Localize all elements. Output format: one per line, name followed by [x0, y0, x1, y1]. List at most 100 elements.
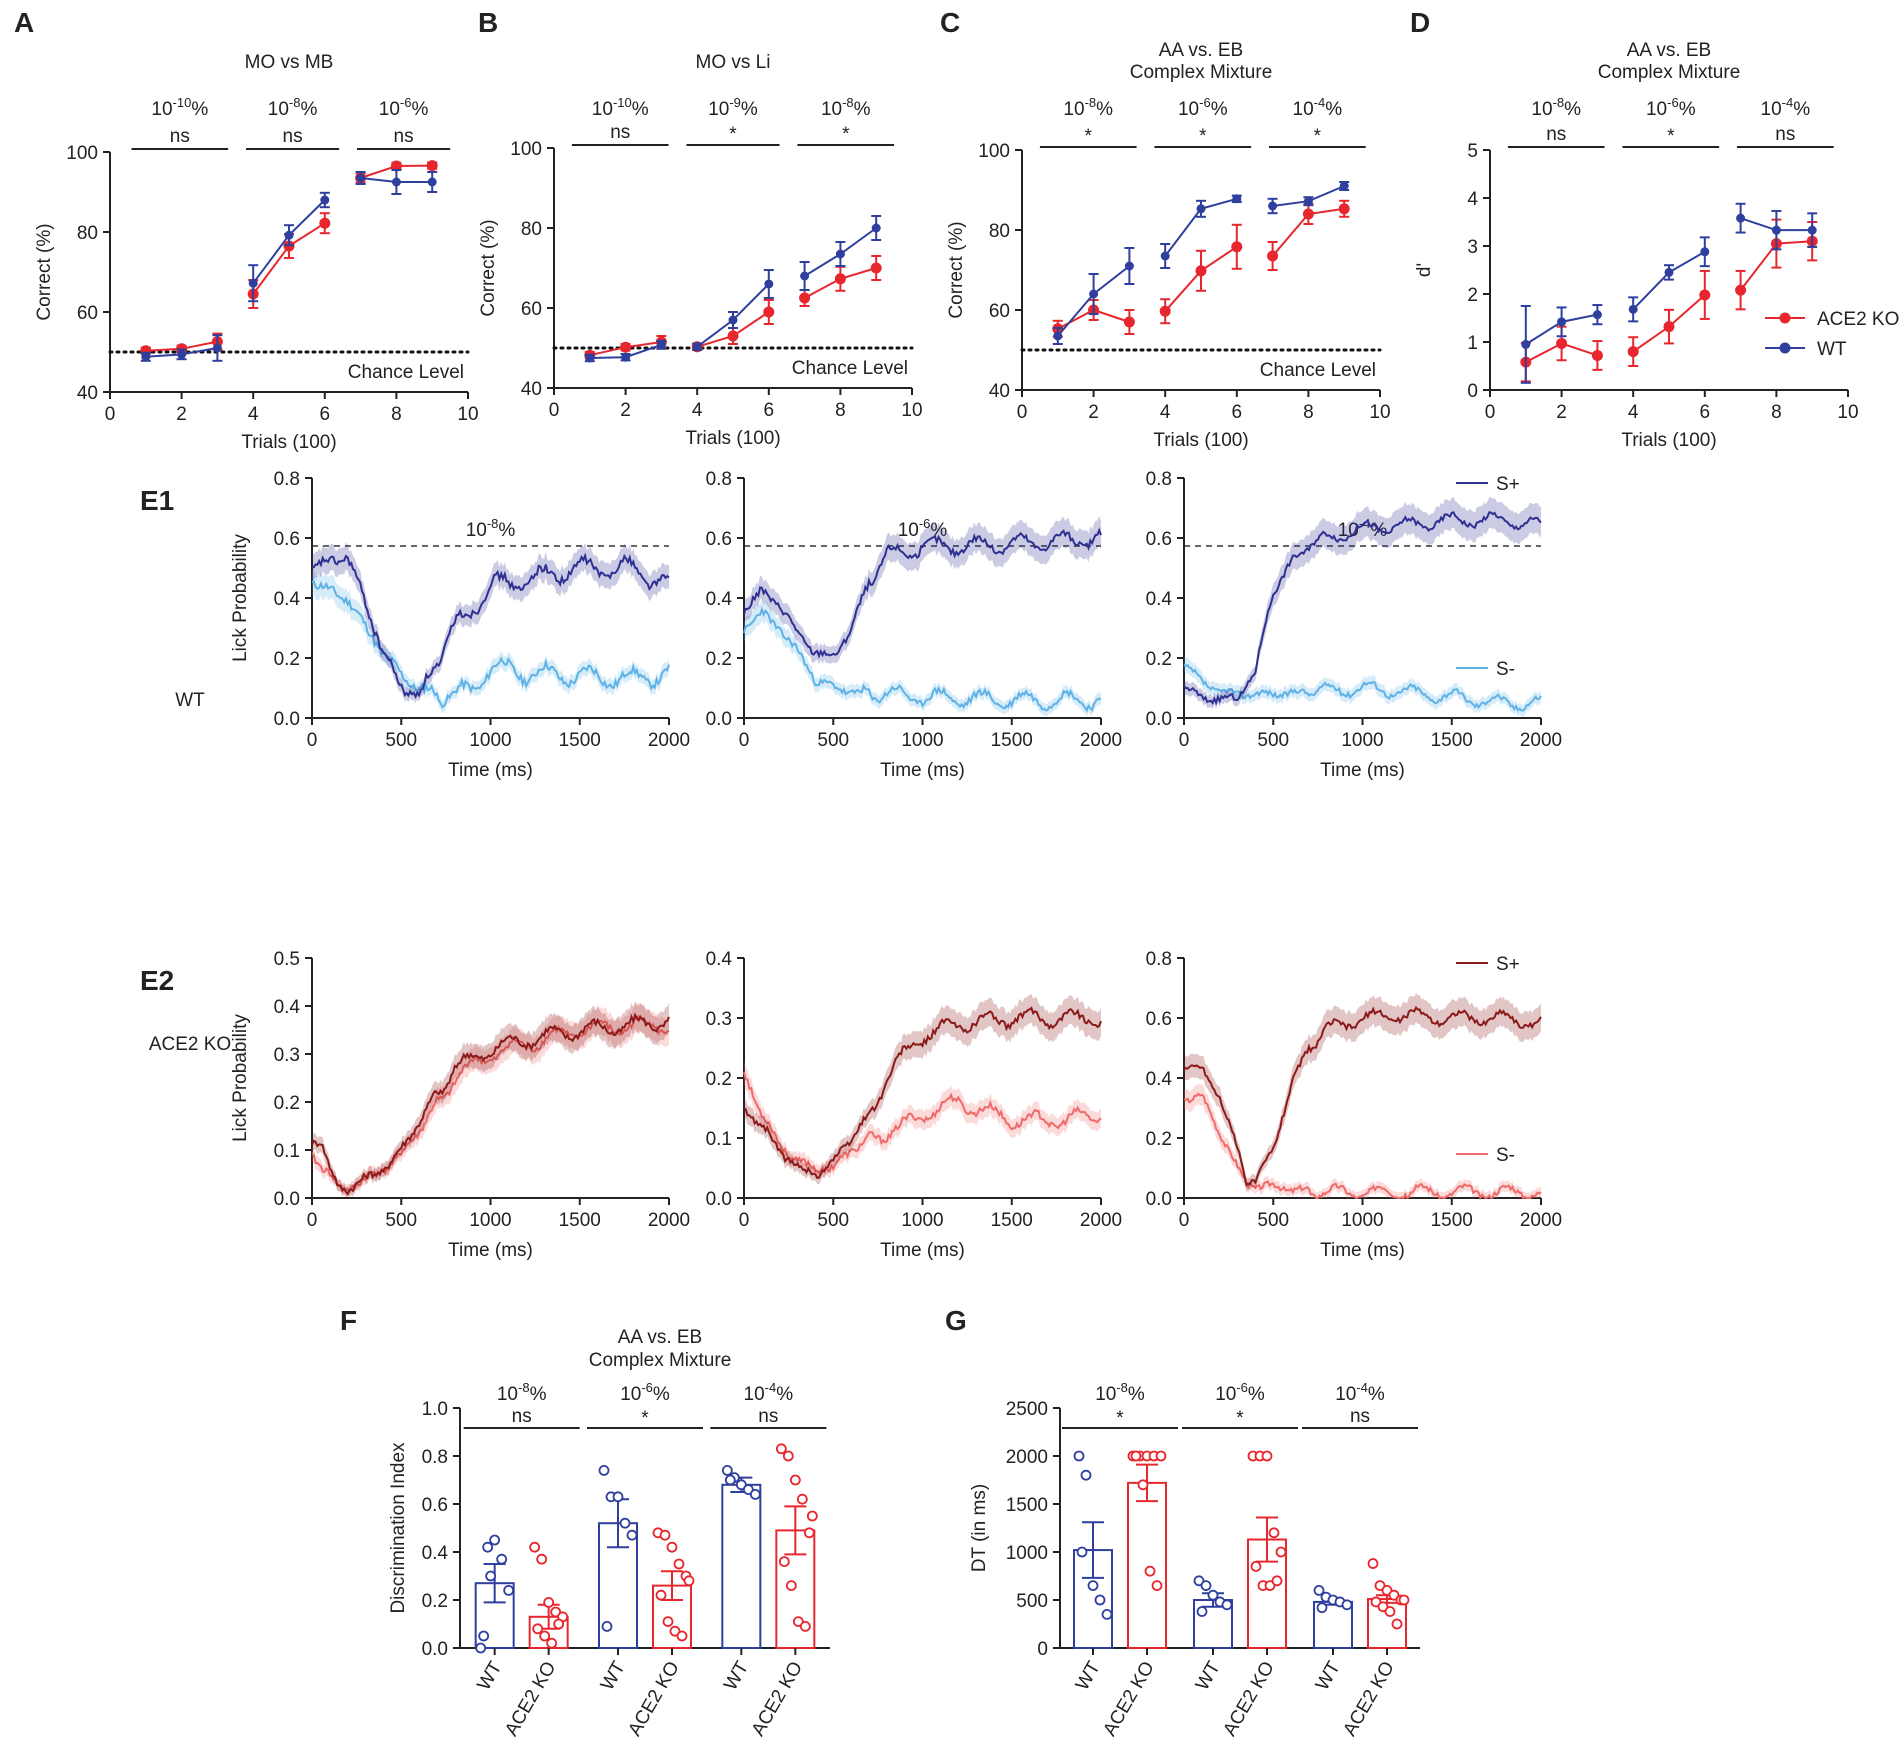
conc-base: 10 [592, 99, 613, 120]
data-point [1367, 1558, 1379, 1569]
concentration-label: 10-6% [1178, 95, 1228, 120]
chart-subtitle: Complex Mixture [1598, 62, 1741, 83]
x-tick-label: 6 [1232, 402, 1243, 423]
x-tick-label: 0 [1179, 730, 1190, 751]
x-tick-label: 500 [1257, 730, 1289, 751]
y-axis-label: d' [1414, 263, 1435, 277]
y-tick-label: 0.2 [1146, 649, 1172, 670]
x-axis-label: Time (ms) [1320, 1240, 1405, 1261]
y-tick-label: 0.5 [274, 949, 300, 970]
x-tick-label: 0 [739, 1210, 750, 1231]
conc-base: 10 [821, 99, 842, 120]
data-point [475, 1642, 487, 1654]
concentration-label: 10-6% [898, 516, 948, 541]
chart-title: MO vs MB [245, 52, 334, 73]
data-point [391, 177, 401, 187]
conc-exp: -6 [919, 516, 931, 531]
confidence-band [1184, 497, 1541, 710]
concentration-label: 10-6% [620, 1380, 670, 1405]
x-tick-label: 8 [835, 400, 846, 421]
data-point [659, 1529, 671, 1541]
confidence-band [1184, 993, 1541, 1191]
data-point [1735, 284, 1747, 296]
data-point [673, 1558, 685, 1570]
significance-label: * [842, 124, 850, 145]
significance-label: ns [610, 122, 630, 143]
y-tick-label: 1.0 [422, 1399, 448, 1420]
x-tick-label: 500 [385, 1210, 417, 1231]
legend-marker [1779, 342, 1791, 354]
y-tick-label: 80 [77, 223, 98, 244]
conc-unit: % [411, 99, 428, 120]
x-axis-label: Trials (100) [1153, 430, 1248, 451]
y-tick-label: 0.6 [1146, 529, 1172, 550]
x-tick-label: 6 [320, 404, 331, 425]
chart-subtitle: Complex Mixture [1130, 62, 1273, 83]
conc-base: 10 [268, 99, 289, 120]
y-axis-label: DT (in ms) [969, 1484, 990, 1572]
x-tick-label: 0 [1179, 1210, 1190, 1231]
y-tick-label: 1 [1467, 333, 1478, 354]
x-axis-label: Trials (100) [1621, 430, 1716, 451]
conc-base: 10 [1293, 99, 1314, 120]
x-tick-label: 1500 [559, 730, 601, 751]
data-point [1521, 339, 1531, 349]
bar [1127, 1481, 1167, 1649]
x-tick-label: WT [1072, 1658, 1105, 1694]
trace-line [1183, 1005, 1542, 1186]
x-tick-label: 10 [1837, 402, 1858, 423]
x-tick-label: WT [474, 1658, 507, 1694]
y-tick-label: 0.4 [274, 997, 301, 1018]
y-tick-label: 0.4 [706, 949, 733, 970]
data-point [1231, 241, 1243, 253]
data-point [585, 353, 595, 363]
y-tick-label: 40 [989, 381, 1010, 402]
data-point [1076, 1546, 1088, 1558]
conc-base: 10 [1215, 1384, 1236, 1405]
conc-base: 10 [898, 520, 919, 541]
conc-unit: % [1368, 1384, 1385, 1405]
data-point [1628, 304, 1638, 314]
panel-letter: E2 [140, 965, 174, 996]
chance-label: Chance Level [348, 362, 464, 383]
significance-label: * [1085, 126, 1093, 147]
data-point [536, 1553, 548, 1565]
data-point [1267, 250, 1279, 262]
conc-exp: -8 [289, 95, 301, 110]
confidence-band [312, 569, 669, 714]
concentration-label: 10-4% [744, 1380, 794, 1405]
concentration-label: 10-4% [1293, 95, 1343, 120]
conc-base: 10 [1531, 99, 1552, 120]
data-point [553, 1618, 565, 1630]
conc-exp: -6 [1236, 1380, 1248, 1395]
data-point [1302, 208, 1314, 220]
confidence-band [744, 598, 1101, 717]
x-tick-label: 1000 [901, 1210, 943, 1231]
significance-label: ns [512, 1406, 532, 1427]
chart-title: AA vs. EB [618, 1327, 702, 1348]
y-tick-label: 1000 [1006, 1543, 1048, 1564]
x-tick-label: ACE2 KO [1339, 1658, 1398, 1740]
significance-label: ns [1546, 124, 1566, 145]
y-tick-label: 0.0 [274, 1189, 300, 1210]
conc-exp: -10 [173, 95, 192, 110]
data-point [1155, 1450, 1167, 1462]
data-point [1089, 289, 1099, 299]
data-point [666, 1541, 678, 1553]
data-point [800, 271, 810, 281]
y-axis-label: Correct (%) [478, 219, 499, 316]
data-point [1221, 1599, 1233, 1611]
data-point [1200, 1580, 1212, 1591]
y-tick-label: 2 [1467, 285, 1478, 306]
concentration-label: 10-4% [1335, 1380, 1385, 1405]
data-point [601, 1621, 613, 1632]
trace-line [311, 579, 670, 709]
data-point [621, 352, 631, 362]
confidence-band [1184, 1083, 1541, 1198]
trace-line [311, 1012, 670, 1196]
y-axis-label: Correct (%) [946, 221, 967, 318]
data-point [1250, 1561, 1262, 1572]
y-tick-label: 100 [510, 139, 542, 160]
data-point [834, 273, 846, 285]
x-tick-label: 6 [764, 400, 775, 421]
